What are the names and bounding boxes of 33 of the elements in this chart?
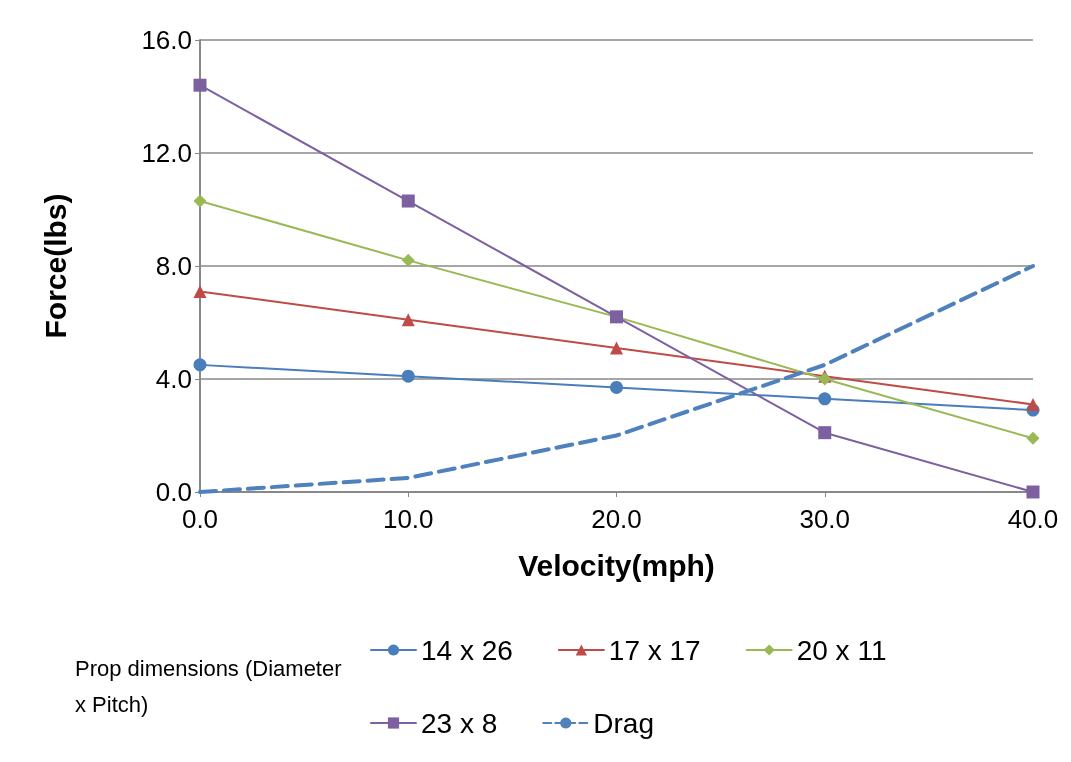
legend-label: 17 x 17 bbox=[608, 634, 701, 666]
x-tick-label: 40.0 bbox=[1007, 504, 1059, 534]
y-tick-label: 16.0 bbox=[141, 25, 192, 55]
point bbox=[401, 253, 415, 267]
y-axis-title: Force(lbs) bbox=[38, 193, 72, 339]
x-tick-label: 10.0 bbox=[382, 504, 434, 534]
x-axis-title: Velocity(mph) bbox=[518, 548, 715, 582]
y-tick-label: 0.0 bbox=[155, 477, 192, 507]
point bbox=[401, 194, 415, 208]
legend-label: 23 x 8 bbox=[421, 707, 498, 739]
point bbox=[401, 369, 415, 383]
point bbox=[610, 341, 623, 355]
x-tick-label: 30.0 bbox=[799, 504, 851, 534]
point bbox=[401, 313, 415, 327]
x-tick-label: 20.0 bbox=[591, 504, 642, 534]
legend-label: Drag bbox=[593, 707, 654, 739]
point bbox=[1026, 431, 1040, 445]
point bbox=[193, 194, 207, 208]
legend-title: Prop dimensions (Diameter x Pitch) bbox=[75, 655, 348, 717]
y-tick-label: 8.0 bbox=[155, 251, 192, 281]
point bbox=[818, 426, 832, 440]
point bbox=[193, 284, 207, 298]
point bbox=[1026, 485, 1040, 499]
point bbox=[1026, 397, 1040, 411]
point bbox=[193, 358, 207, 372]
point bbox=[610, 380, 623, 394]
y-tick-label: 4.0 bbox=[155, 364, 192, 394]
point bbox=[193, 78, 207, 92]
point bbox=[818, 392, 832, 406]
legend-label: 14 x 26 bbox=[421, 634, 513, 666]
x-tick-label: 0.0 bbox=[181, 504, 219, 534]
y-tick-label: 12.0 bbox=[141, 138, 192, 168]
legend-label: 20 x 11 bbox=[796, 634, 887, 666]
